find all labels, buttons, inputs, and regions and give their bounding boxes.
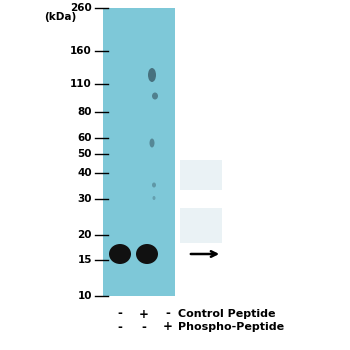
Bar [180, 160, 222, 190]
Bar [180, 208, 222, 243]
Text: 80: 80 [77, 107, 92, 117]
Bar [103, 8, 175, 296]
Text: Phospho-Peptide: Phospho-Peptide [178, 322, 284, 332]
Text: -: - [166, 308, 170, 321]
Text: 10: 10 [77, 291, 92, 301]
Text: (kDa): (kDa) [44, 12, 76, 22]
Text: Control Peptide: Control Peptide [178, 309, 275, 319]
Text: -: - [118, 308, 122, 321]
Text: 60: 60 [77, 133, 92, 142]
Text: 160: 160 [70, 46, 92, 56]
Text: 40: 40 [77, 168, 92, 178]
Text: 260: 260 [70, 3, 92, 13]
Ellipse shape [153, 196, 155, 200]
Text: 30: 30 [77, 194, 92, 204]
Ellipse shape [152, 182, 156, 188]
Text: +: + [139, 308, 149, 321]
Text: -: - [141, 321, 146, 334]
Text: +: + [163, 321, 173, 334]
Ellipse shape [109, 244, 131, 264]
Text: 15: 15 [77, 255, 92, 265]
Text: 110: 110 [70, 79, 92, 89]
Ellipse shape [148, 68, 156, 82]
Ellipse shape [136, 244, 158, 264]
Text: 20: 20 [77, 230, 92, 240]
Ellipse shape [149, 139, 154, 147]
Ellipse shape [152, 92, 158, 99]
Text: -: - [118, 321, 122, 334]
Text: 50: 50 [77, 149, 92, 159]
